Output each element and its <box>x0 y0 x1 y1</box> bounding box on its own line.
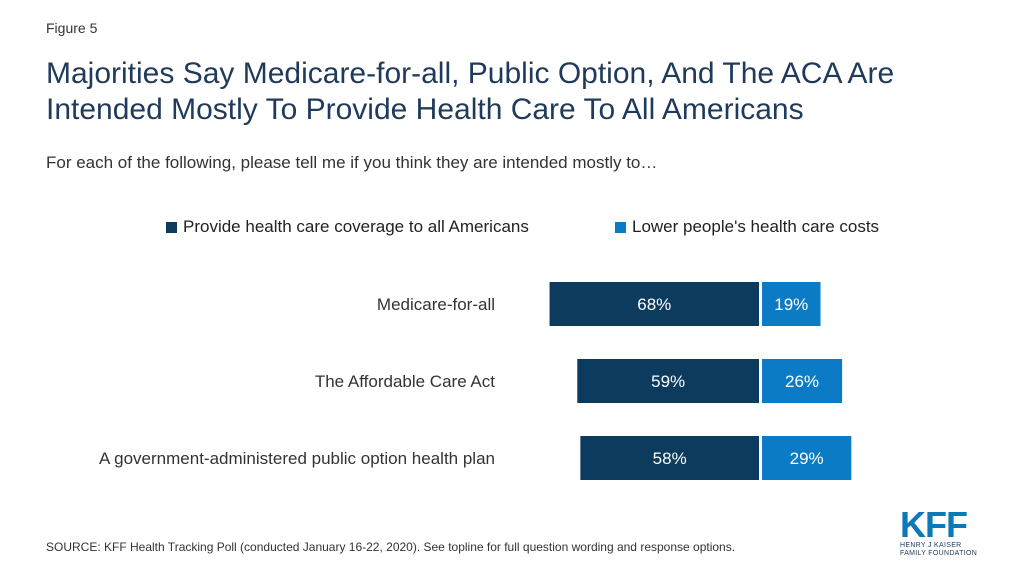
logo-line-1: HENRY J KAISER <box>900 542 962 549</box>
kff-logo: KFF HENRY J KAISER FAMILY FOUNDATION <box>900 504 988 560</box>
bar-label-costs-the-affordable-care-act: 26% <box>785 372 819 391</box>
bar-label-costs-medicare-for-all: 19% <box>774 295 808 314</box>
legend-label-costs: Lower people's health care costs <box>632 217 880 236</box>
category-label-medicare-for-all: Medicare-for-all <box>377 295 495 314</box>
figure-label: Figure 5 <box>46 20 98 36</box>
bar-coverage-the-affordable-care-act <box>577 359 759 403</box>
legend: Provide health care coverage to all Amer… <box>0 217 1024 241</box>
bar-costs-medicare-for-all <box>762 282 821 326</box>
legend-item-costs: Lower people's health care costs <box>615 217 879 237</box>
bar-coverage-a-government-administered-public-option-health-plan <box>580 436 759 480</box>
category-label-a-government-administered-public-option-health-plan: A government-administered public option … <box>99 449 495 468</box>
bar-label-coverage-the-affordable-care-act: 59% <box>651 372 685 391</box>
bar-label-coverage-a-government-administered-public-option-health-plan: 58% <box>653 449 687 468</box>
bar-costs-the-affordable-care-act <box>762 359 843 403</box>
logo-mark: KFF <box>900 504 968 545</box>
chart-subtitle: For each of the following, please tell m… <box>46 153 658 172</box>
source-note: SOURCE: KFF Health Tracking Poll (conduc… <box>46 540 736 554</box>
bar-coverage-medicare-for-all <box>549 282 759 326</box>
bar-costs-a-government-administered-public-option-health-plan <box>762 436 852 480</box>
bar-label-coverage-medicare-for-all: 68% <box>637 295 671 314</box>
legend-item-coverage: Provide health care coverage to all Amer… <box>166 217 529 237</box>
legend-swatch-costs <box>615 221 626 233</box>
chart-title: Majorities Say Medicare-for-all, Public … <box>46 57 895 126</box>
bar-chart: Medicare-for-all 68% 19% The Affordable Car… <box>99 282 852 480</box>
legend-swatch-coverage <box>166 221 177 233</box>
logo-line-2: FAMILY FOUNDATION <box>900 550 978 557</box>
category-label-the-affordable-care-act: The Affordable Care Act <box>315 372 495 391</box>
legend-label-coverage: Provide health care coverage to all Amer… <box>183 217 529 236</box>
bar-label-costs-a-government-administered-public-option-health-plan: 29% <box>790 449 824 468</box>
